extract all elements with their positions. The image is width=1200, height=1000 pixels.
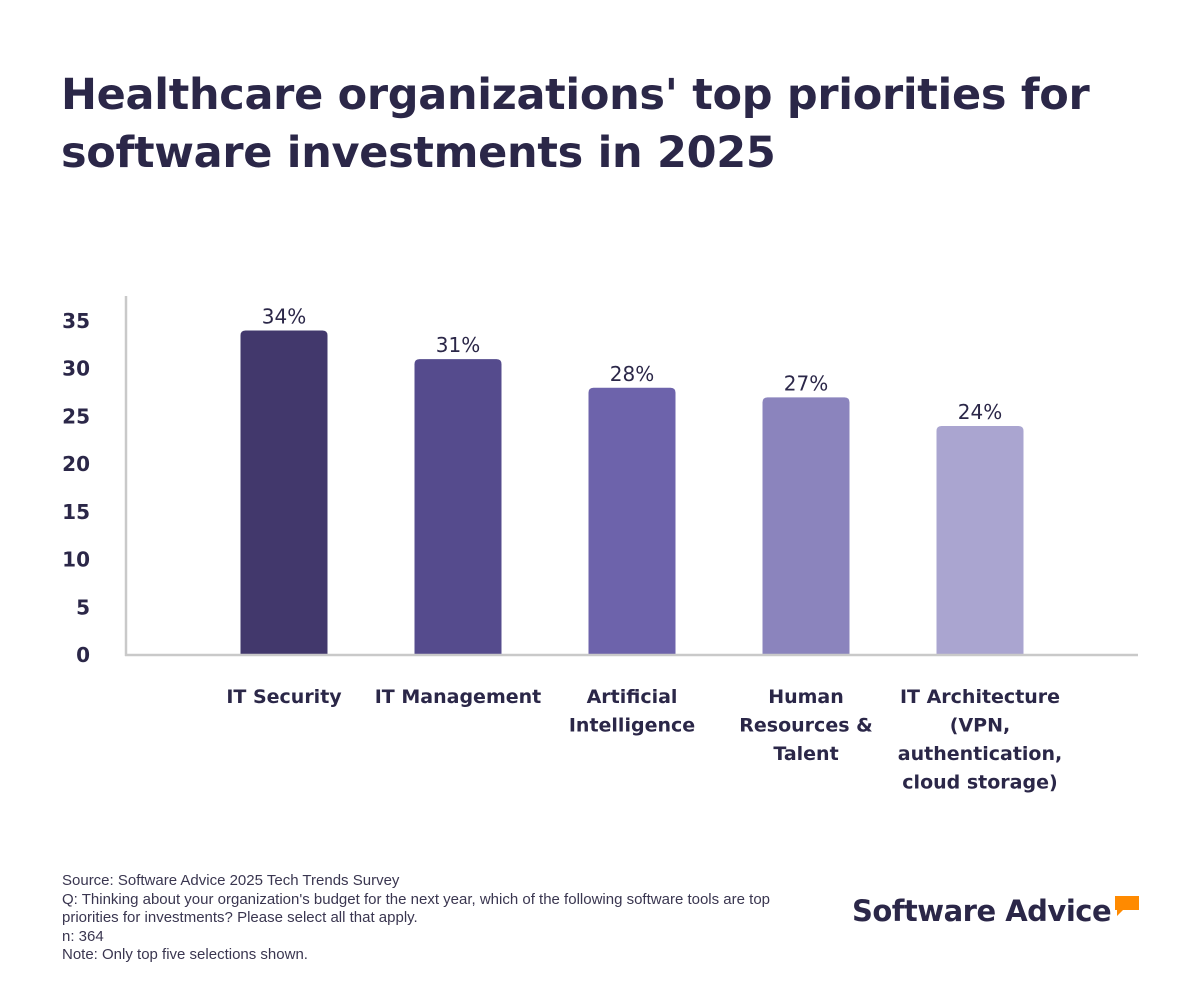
source-note: Source: Software Advice 2025 Tech Trends…: [62, 872, 400, 889]
y-tick-label: 20: [62, 452, 90, 476]
x-tick-label: IT Management: [375, 686, 542, 708]
x-tick-label-line: cloud storage): [902, 772, 1057, 794]
y-tick-label: 0: [76, 643, 90, 667]
chart-footer: Source: Software Advice 2025 Tech Trends…: [62, 872, 802, 965]
x-tick-label: IT Architecture (VPN, authentication, cloud…: [898, 686, 1062, 794]
logo-text: Software Advice: [852, 894, 1112, 928]
x-tick-label: Human Resources & Talent: [739, 686, 872, 765]
x-tick-label-line: IT Architecture: [900, 686, 1060, 708]
chart-title: Healthcare organizations' top priorities…: [61, 70, 1090, 178]
x-tick-label-line: IT Management: [375, 686, 542, 708]
x-axis-labels: IT Security IT Management Artificial Intell…: [226, 686, 1062, 794]
bar-value-label: 24%: [958, 400, 1002, 424]
bar-value-label: 34%: [262, 305, 306, 329]
x-tick-label: Artificial Intelligence: [569, 686, 695, 737]
bar: [414, 359, 502, 655]
bars: 34% 31% 28% 27% 24%: [240, 305, 1024, 655]
x-tick-label-line: authentication,: [898, 743, 1062, 765]
y-tick-label: 30: [62, 357, 90, 381]
bar: [762, 397, 850, 655]
bar-value-label: 27%: [784, 371, 828, 395]
x-tick-label-line: Human: [768, 686, 844, 708]
y-tick-label: 10: [62, 548, 90, 572]
bar-chart: 0 5 10 15 20 25 30 35 34% 31% 28% 27% 24% IT Securi…: [62, 296, 1138, 794]
bar: [936, 425, 1024, 655]
y-tick-label: 5: [76, 595, 90, 619]
bar-value-label: 28%: [610, 362, 654, 386]
x-tick-label-line: Talent: [773, 743, 838, 765]
x-tick-label-line: Artificial: [587, 686, 678, 708]
bar: [588, 387, 676, 655]
y-axis-ticks: 0 5 10 15 20 25 30 35: [62, 309, 90, 667]
y-tick-label: 25: [62, 404, 90, 428]
x-tick-label: IT Security: [226, 686, 342, 708]
bar: [240, 330, 328, 655]
y-tick-label: 15: [62, 500, 90, 524]
speech-bubble-icon: [1115, 896, 1140, 916]
x-tick-label-line: (VPN,: [950, 715, 1010, 737]
bar-value-label: 31%: [436, 333, 480, 357]
software-advice-logo: Software Advice: [852, 893, 1141, 929]
x-tick-label-line: IT Security: [226, 686, 342, 708]
y-tick-label: 35: [62, 309, 90, 333]
x-tick-label-line: Intelligence: [569, 715, 695, 737]
x-tick-label-line: Resources &: [739, 715, 872, 737]
sample-size: n: 364: [62, 927, 104, 945]
survey-question: Q: Thinking about your organization's bu…: [62, 890, 771, 927]
note: Note: Only top five selections shown.: [62, 946, 308, 963]
